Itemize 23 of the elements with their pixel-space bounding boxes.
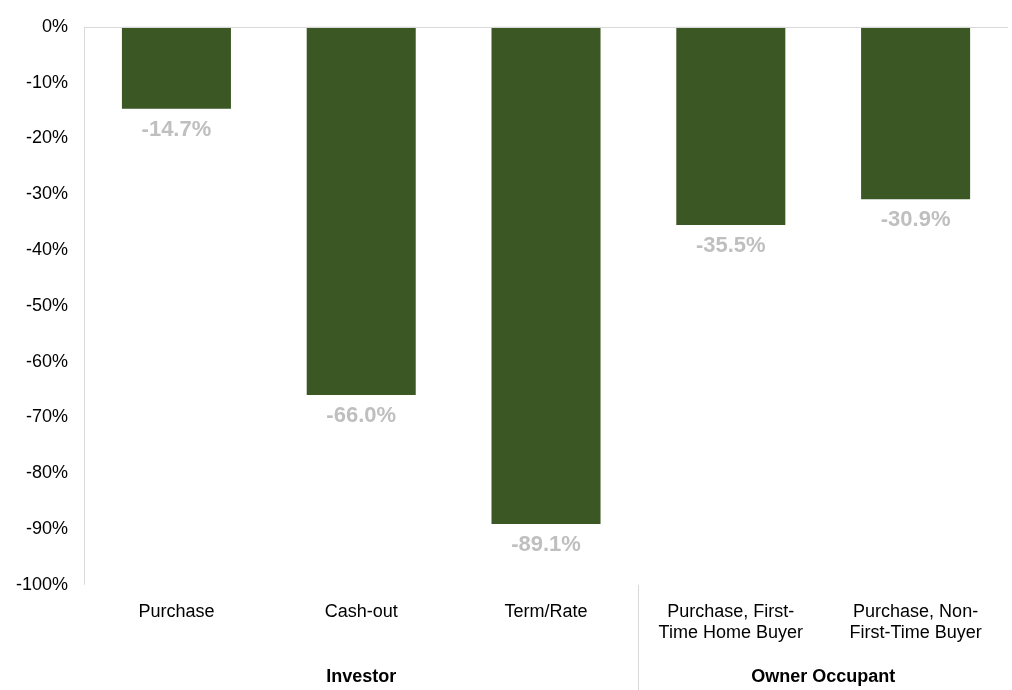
- x-tick-label: Purchase, First-Time Home Buyer: [658, 600, 803, 643]
- data-label: -89.1%: [511, 531, 581, 557]
- y-tick-label: -20%: [26, 127, 69, 148]
- x-tick-label: Cash-out: [324, 600, 398, 621]
- x-tick-label: Purchase, Non-First-Time Buyer: [849, 600, 982, 643]
- y-tick-label: -70%: [26, 406, 69, 427]
- text: Investor: [326, 665, 397, 686]
- data-label: -35.5%: [695, 231, 766, 257]
- y-tick-label: -30%: [26, 183, 69, 204]
- y-tick-label: -10%: [26, 71, 69, 92]
- y-tick-label: -50%: [26, 294, 69, 315]
- y-tick-label: -80%: [26, 462, 69, 483]
- text: Owner Occupant: [751, 665, 896, 686]
- data-label: -30.9%: [880, 206, 951, 232]
- y-tick-label: -60%: [26, 350, 69, 371]
- x-tick-label: Purchase: [138, 600, 215, 621]
- y-tick-label: -90%: [26, 517, 69, 538]
- y-tick-label: -40%: [26, 238, 69, 259]
- x-tick-label: Term/Rate: [504, 600, 588, 621]
- y-tick-label: -100%: [16, 573, 69, 594]
- data-label: -14.7%: [141, 115, 212, 141]
- y-tick-label: 0%: [42, 15, 69, 36]
- data-label: -66.0%: [326, 402, 397, 428]
